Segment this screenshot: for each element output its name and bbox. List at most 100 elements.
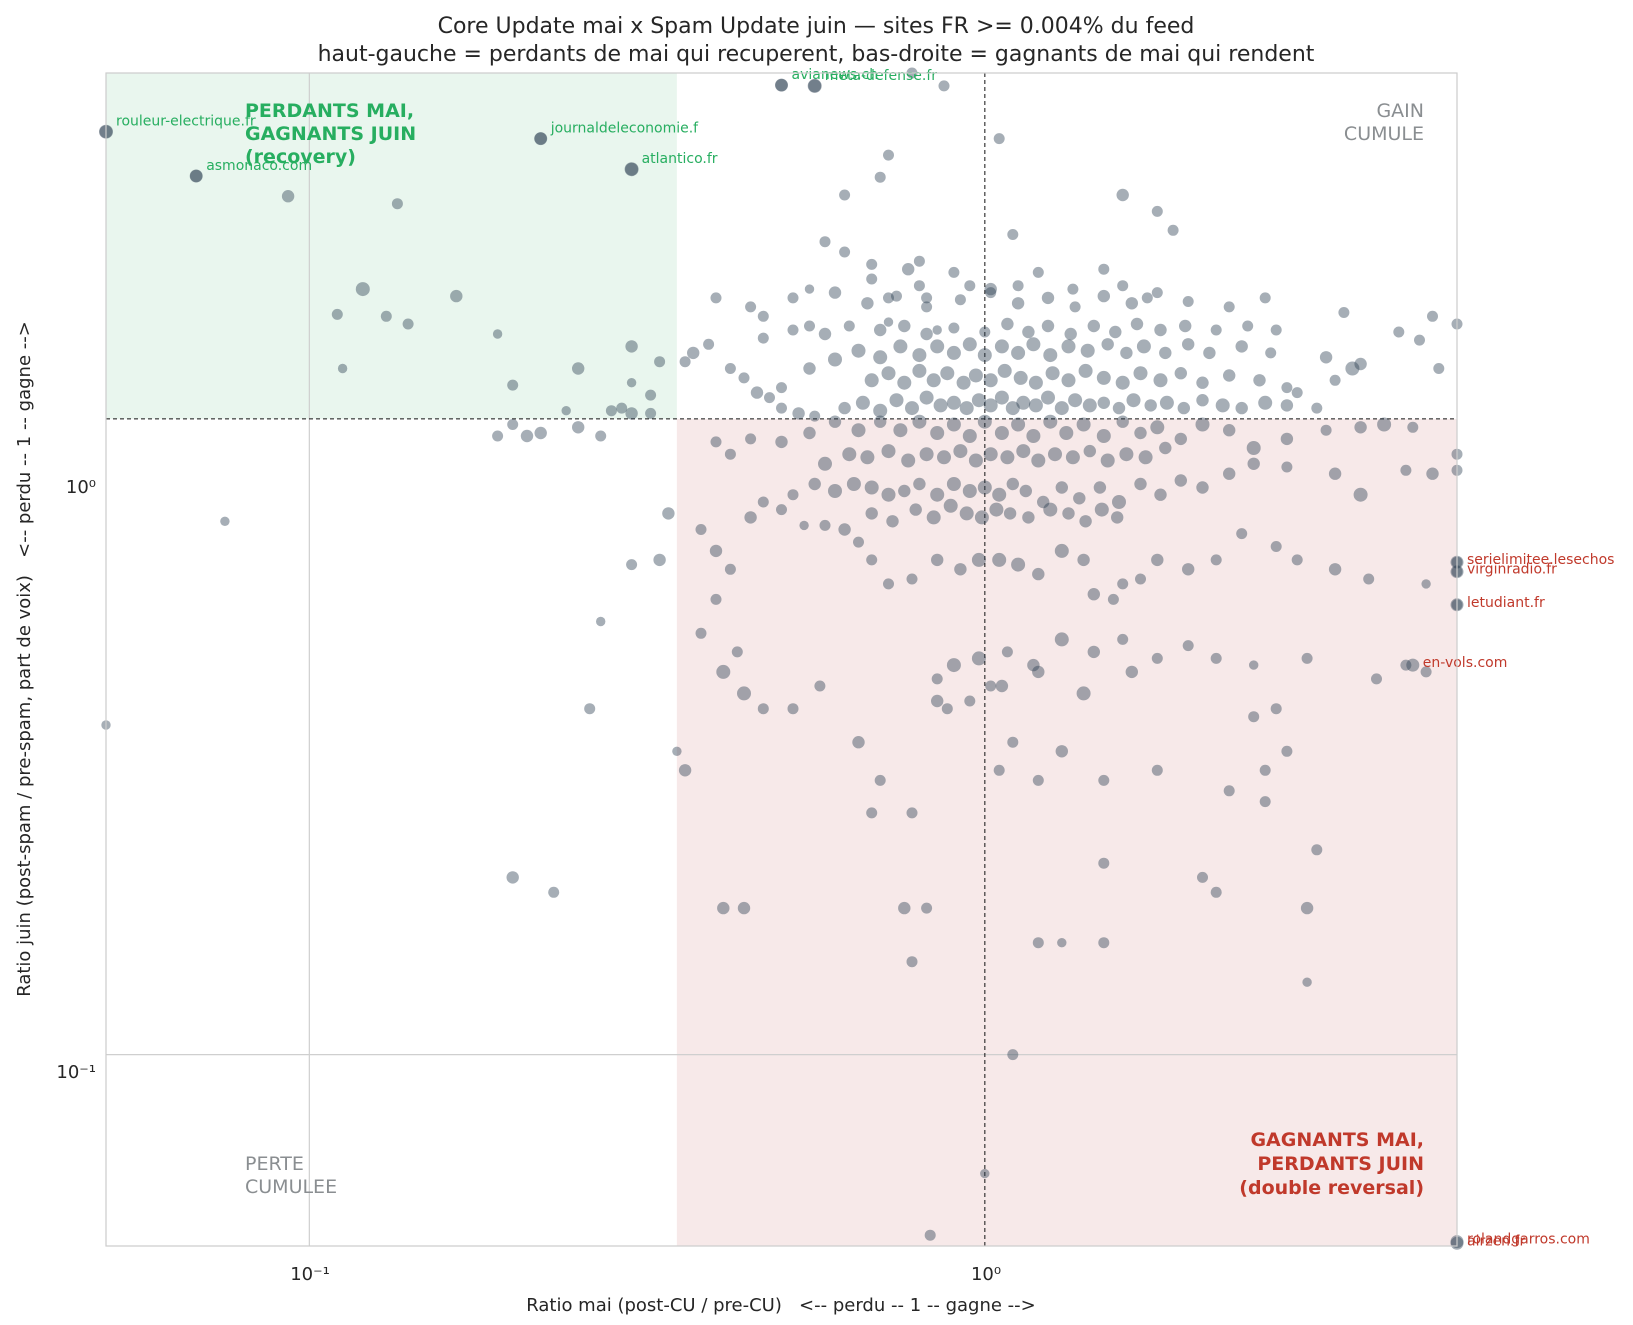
data-point: [1421, 579, 1431, 589]
data-point: [902, 263, 915, 276]
data-point: [1083, 444, 1097, 458]
data-point: [1027, 658, 1040, 672]
data-point: [1098, 857, 1110, 869]
data-point: [337, 363, 348, 374]
data-point: [506, 871, 519, 884]
data-point: [710, 292, 722, 304]
data-point: [1270, 541, 1282, 552]
data-point: [1247, 457, 1260, 470]
data-point: [906, 956, 918, 968]
data-point: [1196, 376, 1209, 389]
data-point: [1393, 326, 1405, 338]
data-point: [959, 401, 974, 416]
data-point: [866, 258, 878, 270]
data-point: [983, 398, 998, 413]
data-point: [716, 664, 731, 679]
data-point: [1151, 553, 1164, 567]
data-point: [1320, 424, 1332, 436]
data-point: [1259, 796, 1271, 808]
data-point: [1087, 645, 1101, 659]
data-point: [1153, 373, 1168, 388]
quadrant-bottom-right-line-2: PERDANTS JUIN: [1257, 1153, 1424, 1175]
x-axis-label: Ratio mai (post-CU / pre-CU) <-- perdu -…: [526, 1295, 1035, 1316]
data-point: [881, 444, 896, 459]
data-point: [1328, 563, 1342, 576]
data-point: [1076, 417, 1091, 432]
data-point: [1354, 421, 1367, 434]
data-point: [662, 507, 675, 520]
y-axis-label: Ratio juin (post-spam / pre-spam, part d…: [14, 321, 35, 997]
data-point: [724, 563, 736, 575]
data-point: [757, 703, 769, 715]
data-point: [738, 372, 750, 384]
data-point: [898, 484, 911, 498]
data-point: [625, 340, 638, 353]
data-point: [1065, 450, 1080, 465]
data-point: [931, 673, 943, 685]
data-point: [946, 345, 961, 360]
data-point: [1280, 399, 1294, 412]
data-point: [1265, 347, 1277, 359]
data-point: [979, 326, 991, 338]
data-point: [946, 417, 961, 432]
data-point: [891, 290, 902, 302]
quadrant-top-left-line-1: PERDANTS MAI,: [245, 100, 414, 122]
data-point: [1116, 188, 1129, 202]
data-point: [997, 363, 1012, 378]
data-point: [1133, 366, 1148, 381]
data-point: [852, 736, 865, 749]
data-point: [953, 444, 968, 459]
data-point: [1270, 324, 1282, 336]
x-tick-label-0: 10⁻¹: [290, 1264, 330, 1285]
data-point: [921, 292, 933, 304]
data-point: [1069, 301, 1081, 313]
data-point: [1000, 450, 1015, 465]
data-point: [1182, 296, 1194, 307]
data-point: [1087, 588, 1101, 601]
data-point: [776, 382, 787, 394]
data-point: [1210, 324, 1222, 336]
data-point: [1026, 429, 1041, 443]
data-point: [912, 414, 927, 429]
data-point: [828, 415, 842, 428]
data-point: [1032, 567, 1045, 581]
quadrant-bottom-right-line-1: GAGNANTS MAI,: [1250, 1129, 1424, 1151]
data-point: [968, 453, 983, 468]
data-point: [1345, 361, 1360, 376]
data-point: [1259, 764, 1271, 776]
data-point: [962, 429, 977, 443]
data-point: [874, 774, 886, 786]
data-point: [993, 133, 1005, 145]
plot-frame: [105, 72, 1458, 1247]
data-point: [787, 324, 799, 336]
data-point: [1196, 481, 1209, 494]
data-point: [1013, 370, 1028, 385]
data-point: [985, 287, 997, 299]
data-point: [561, 406, 571, 416]
data-point: [883, 578, 894, 590]
data-point: [1159, 395, 1174, 410]
data-point: [731, 646, 743, 658]
site-label: letudiant.fr: [1467, 595, 1545, 611]
data-point: [974, 510, 989, 525]
data-point: [1119, 447, 1134, 462]
data-point: [787, 489, 799, 501]
data-point: [695, 524, 707, 535]
grid-lines: [106, 73, 1457, 1246]
data-point: [1054, 543, 1069, 558]
data-point: [1197, 871, 1208, 883]
data-point: [1045, 366, 1060, 381]
data-point: [745, 301, 757, 313]
data-point: [1353, 487, 1368, 502]
data-point: [808, 477, 821, 491]
data-point: [492, 329, 503, 339]
data-point: [866, 807, 878, 819]
data-point: [764, 392, 775, 404]
data-point: [679, 356, 691, 368]
data-point: [1032, 937, 1044, 949]
data-point: [1150, 420, 1165, 435]
data-point: [787, 703, 799, 715]
data-point: [919, 390, 934, 405]
data-point: [959, 506, 974, 521]
